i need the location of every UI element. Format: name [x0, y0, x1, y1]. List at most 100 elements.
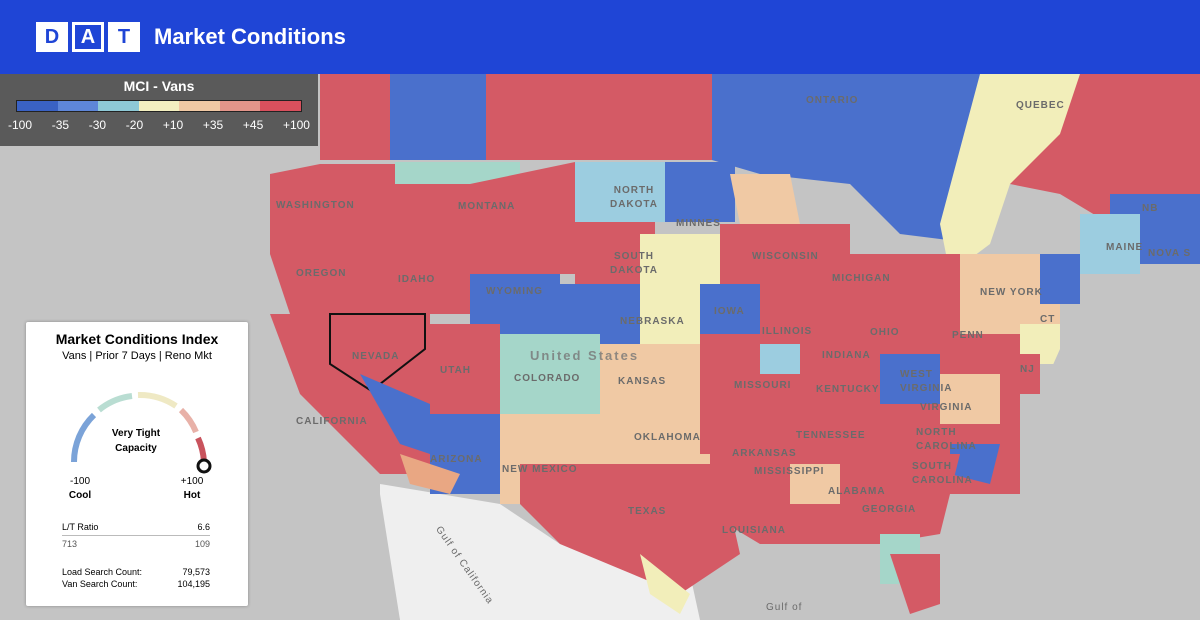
region-texas [520, 464, 740, 594]
mexico-land [380, 484, 700, 620]
gauge-seg-warm [137, 391, 178, 409]
gauge-status-line2: Capacity [115, 443, 157, 454]
label-ontario: ONTARIO [806, 95, 859, 106]
label-united-states: United States [530, 348, 640, 363]
label-kentucky: KENTUCKY [816, 384, 880, 395]
lt-ratio-row: L/T Ratio 6.6 [62, 522, 210, 532]
legend-tick-7: +100 [282, 118, 310, 132]
gauge-max-word: Hot [183, 490, 201, 501]
region-utah [430, 324, 500, 414]
legend-swatch-0 [17, 101, 58, 111]
region-kansas [600, 344, 700, 404]
label-south-dakota: SOUTH DAKOTA [609, 251, 659, 276]
legend-tick-5: +35 [202, 118, 224, 132]
region-west-virginia [880, 354, 940, 404]
region-minnesota [665, 162, 735, 222]
region-alberta [486, 74, 614, 160]
label-penn: PENN [952, 330, 984, 341]
label-mississippi: MISSISSIPPI [754, 466, 825, 477]
logo-letter-d: D [36, 22, 68, 52]
label-ct: CT [1040, 314, 1056, 325]
legend-tick-1: -35 [51, 118, 70, 132]
label-nj: NJ [1020, 364, 1035, 375]
legend-swatch-5 [219, 101, 261, 111]
van-search-row: Van Search Count: 104,195 [62, 579, 210, 589]
load-truck-row: 713 109 [62, 539, 210, 549]
label-nova-scotia: NOVA S [1148, 248, 1192, 259]
dat-logo[interactable]: D A T [36, 22, 140, 52]
legend-tick-3: -20 [125, 118, 144, 132]
gauge-seg-hot [195, 436, 207, 463]
label-new-york: NEW YORK [980, 287, 1043, 298]
legend-title: MCI - Vans [123, 78, 195, 94]
region-illinois-central [760, 344, 800, 374]
label-illinois: ILLINOIS [762, 326, 813, 337]
load-search-value: 79,573 [182, 567, 210, 577]
region-virginia [940, 374, 1000, 424]
logo-letter-a: A [72, 22, 104, 52]
label-north-carolina: NORTH CAROLINA [916, 427, 977, 452]
atlantic-ocean [1000, 274, 1200, 620]
legend-swatch-3 [138, 101, 180, 111]
legend-tick-6: +45 [242, 118, 264, 132]
gauge-seg-balanced [97, 393, 133, 413]
label-idaho: IDAHO [398, 274, 436, 285]
mci-legend: MCI - Vans -100 -35 -30 -20 +10 +35 +45 +100 [0, 74, 318, 146]
label-west-virginia: WEST VIRGINIA [900, 369, 953, 394]
region-quebec-south [940, 74, 1090, 274]
truck-count: 109 [194, 539, 210, 549]
region-maine [1080, 214, 1140, 274]
gauge-marker [196, 458, 212, 474]
lt-ratio-divider [62, 535, 210, 536]
label-gulf-of-mexico: Gulf of [766, 602, 803, 613]
region-florida [890, 554, 940, 614]
lt-ratio-value: 6.6 [197, 522, 210, 532]
panel-title: Market Conditions Index [55, 331, 219, 347]
gauge-status-line1: Very Tight [111, 428, 161, 439]
label-missouri: MISSOURI [734, 380, 792, 391]
region-washington-oregon [270, 164, 400, 314]
legend-tick-0: -100 [8, 118, 33, 132]
market-conditions-panel: Market Conditions Index Vans | Prior 7 D… [26, 322, 248, 606]
label-arizona: ARIZONA [430, 454, 483, 465]
region-idaho [400, 164, 470, 314]
label-utah: UTAH [440, 365, 472, 376]
label-arkansas: ARKANSAS [732, 448, 797, 459]
region-nevada-south [360, 374, 430, 454]
region-montana-east [470, 162, 575, 274]
label-oregon: OREGON [296, 268, 347, 279]
label-michigan: MICHIGAN [832, 273, 891, 284]
gauge-seg-tight [178, 407, 199, 434]
label-virginia: VIRGINIA [920, 402, 973, 413]
label-kansas: KANSAS [618, 376, 667, 387]
gauge-min-value: -100 [69, 476, 90, 487]
load-search-label: Load Search Count: [62, 567, 143, 577]
region-canada-bc [320, 74, 390, 160]
label-new-mexico: NEW MEXICO [502, 464, 578, 475]
region-ontario [712, 74, 980, 244]
region-nj [1000, 354, 1040, 394]
label-tennessee: TENNESSEE [796, 430, 866, 441]
header-bar: D A T Market Conditions [0, 0, 1200, 74]
label-oklahoma: OKLAHOMA [634, 432, 701, 443]
page-title: Market Conditions [154, 24, 346, 49]
legend-swatch-6 [260, 101, 302, 111]
gauge-max-value: +100 [180, 476, 204, 487]
label-south-carolina: SOUTH CAROLINA [912, 461, 973, 486]
legend-swatch-2 [98, 101, 139, 111]
van-search-label: Van Search Count: [62, 579, 138, 589]
label-louisiana: LOUISIANA [722, 525, 786, 536]
region-nebraska-west [560, 284, 640, 344]
label-montana: MONTANA [458, 201, 516, 212]
legend-tick-4: +10 [162, 118, 184, 132]
label-wisconsin: WISCONSIN [752, 251, 819, 262]
label-alabama: ALABAMA [828, 486, 886, 497]
label-colorado: COLORADO [514, 373, 581, 384]
panel-subtitle: Vans | Prior 7 Days | Reno Mkt [62, 350, 212, 362]
load-search-row: Load Search Count: 79,573 [62, 567, 210, 577]
label-quebec: QUEBEC [1016, 100, 1065, 111]
legend-color-bar [16, 100, 302, 112]
label-california: CALIFORNIA [296, 416, 368, 427]
label-maine: MAINE [1106, 242, 1144, 253]
load-count: 713 [62, 539, 78, 549]
